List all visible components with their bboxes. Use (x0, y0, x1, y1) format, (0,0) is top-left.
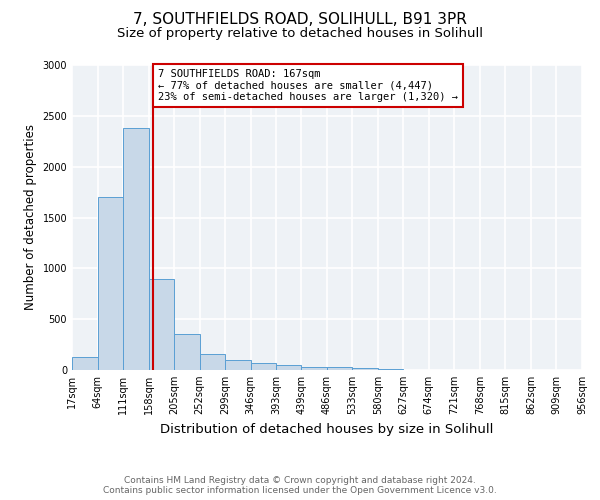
Bar (98, 197, 123, 370)
Bar (251, 364, 276, 370)
Bar (72, 357, 98, 370)
Text: Contains HM Land Registry data © Crown copyright and database right 2024.: Contains HM Land Registry data © Crown c… (124, 476, 476, 485)
Text: 7, SOUTHFIELDS ROAD, SOLIHULL, B91 3PR: 7, SOUTHFIELDS ROAD, SOLIHULL, B91 3PR (133, 12, 467, 28)
Bar (174, 334, 200, 370)
Text: Size of property relative to detached houses in Solihull: Size of property relative to detached ho… (117, 28, 483, 40)
Text: Contains public sector information licensed under the Open Government Licence v3: Contains public sector information licen… (103, 486, 497, 495)
Bar (301, 367, 327, 370)
Bar (225, 360, 251, 370)
Bar (200, 354, 225, 370)
Bar (327, 368, 352, 370)
Bar (276, 366, 301, 370)
Bar (149, 278, 174, 370)
X-axis label: Distribution of detached houses by size in Solihull: Distribution of detached houses by size … (160, 422, 494, 436)
Y-axis label: Number of detached properties: Number of detached properties (24, 124, 37, 310)
Bar (123, 128, 149, 370)
Text: 7 SOUTHFIELDS ROAD: 167sqm
← 77% of detached houses are smaller (4,447)
23% of s: 7 SOUTHFIELDS ROAD: 167sqm ← 77% of deta… (158, 69, 458, 102)
Bar (352, 368, 378, 370)
